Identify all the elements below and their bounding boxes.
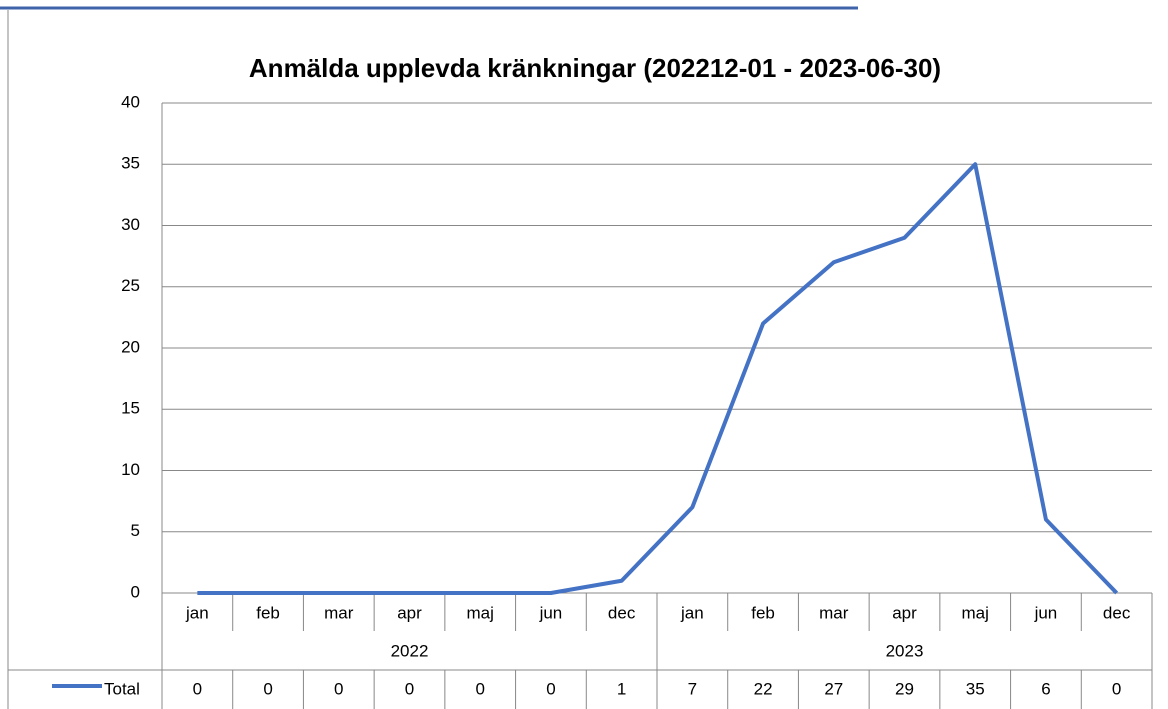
chart-title: Anmälda upplevda kränkningar (202212-01 … [249,53,941,83]
table-value: 22 [754,679,773,698]
x-tick-label: maj [467,603,494,622]
table-value: 7 [688,679,697,698]
y-tick-label: 20 [121,337,140,356]
y-tick-label: 35 [121,154,140,173]
table-value: 1 [617,679,626,698]
x-tick-label: dec [608,603,636,622]
series-line [197,162,1119,595]
y-tick-label: 25 [121,276,140,295]
table-value: 0 [405,679,414,698]
table-value: 0 [334,679,343,698]
y-tick-label: 10 [121,460,140,479]
y-tick-label: 30 [121,215,140,234]
x-tick-label: feb [751,603,775,622]
table-value: 29 [895,679,914,698]
x-tick-label: maj [962,603,989,622]
y-tick-label: 15 [121,399,140,418]
table-value: 0 [193,679,202,698]
x-tick-label: mar [819,603,849,622]
table-value: 35 [966,679,985,698]
year-label: 2023 [886,641,924,660]
x-tick-label: jan [185,603,209,622]
y-tick-label: 0 [131,582,140,601]
x-tick-label: apr [397,603,422,622]
x-tick-label: jun [539,603,563,622]
x-tick-label: feb [256,603,280,622]
table-value: 6 [1041,679,1050,698]
x-tick-label: dec [1103,603,1131,622]
table-value: 27 [824,679,843,698]
y-tick-label: 5 [131,521,140,540]
legend-label: Total [104,679,140,698]
y-tick-label: 40 [121,92,140,111]
table-value: 0 [546,679,555,698]
year-label: 2022 [391,641,429,660]
table-value: 0 [1112,679,1121,698]
table-value: 0 [475,679,484,698]
x-tick-label: mar [324,603,354,622]
x-tick-label: jan [680,603,704,622]
table-value: 0 [263,679,272,698]
x-tick-label: apr [892,603,917,622]
x-tick-label: jun [1034,603,1058,622]
